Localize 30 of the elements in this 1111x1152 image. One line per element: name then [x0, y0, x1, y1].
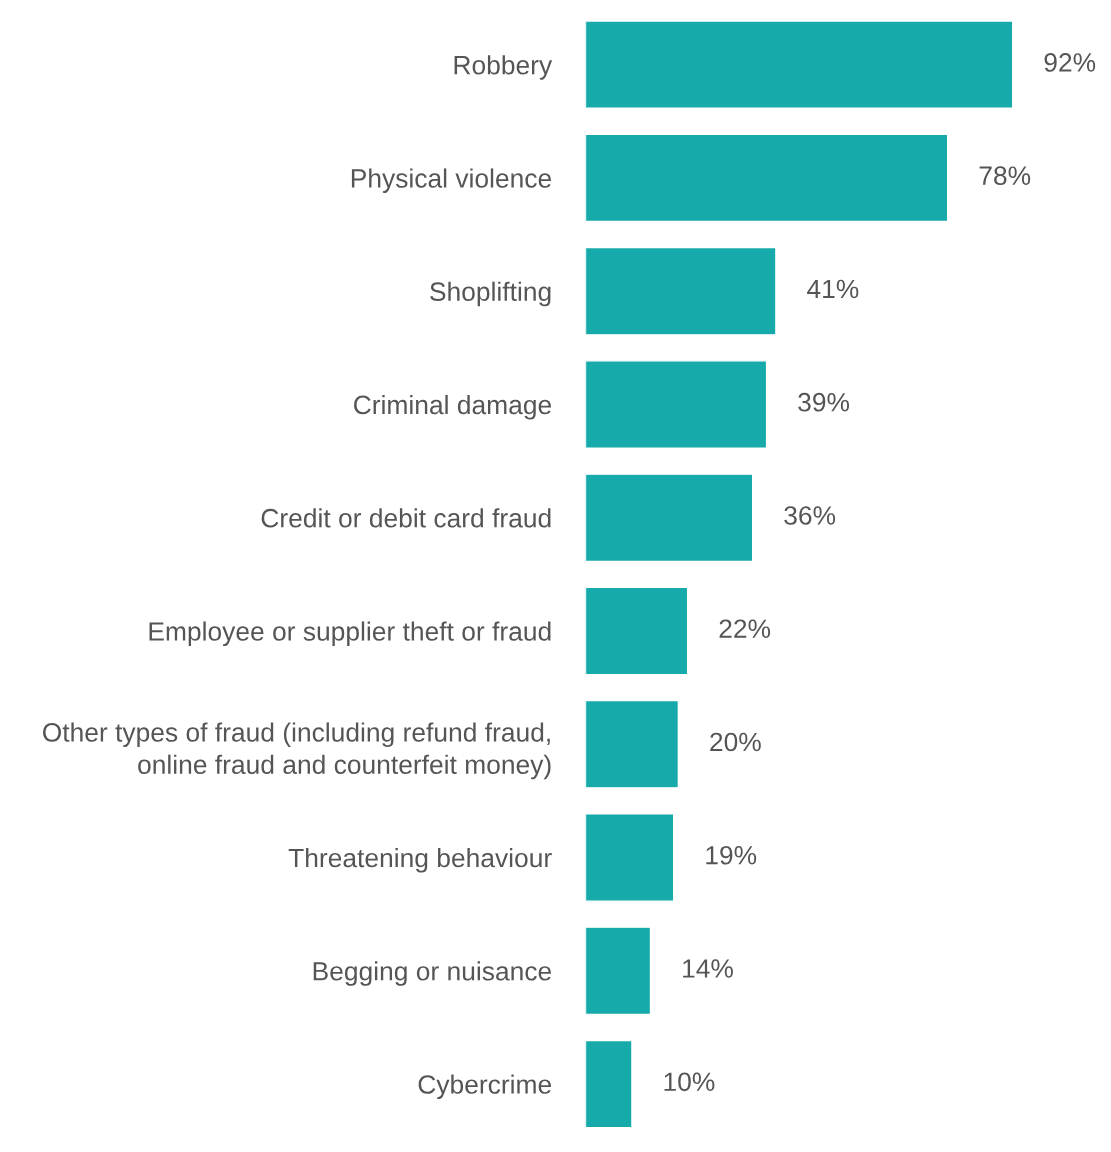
- y-tick-label: Begging or nuisance: [313, 961, 552, 986]
- data-label: 20%: [710, 732, 761, 752]
- bar: [585, 133, 949, 223]
- y-tick-label: Employee or supplier theft or fraud: [149, 621, 551, 647]
- bar: [585, 246, 777, 336]
- data-label: 14%: [683, 959, 733, 978]
- y-tick-label: Threatening behaviour: [288, 847, 552, 873]
- data-label: 92%: [1044, 53, 1096, 72]
- y-tick-label: Criminal damage: [354, 394, 551, 420]
- bar: [585, 360, 768, 449]
- bar: [585, 926, 652, 1016]
- y-tick-label: Cybercrime: [418, 1074, 551, 1100]
- y-tick-label: Credit or debit card fraud: [261, 508, 551, 528]
- bar: [585, 699, 680, 789]
- data-label: 78%: [979, 166, 1031, 186]
- bar: [585, 1039, 633, 1129]
- y-tick-label: Robbery: [454, 55, 553, 80]
- data-label: 36%: [784, 506, 836, 525]
- y-tick-label: Physical violence: [351, 168, 551, 193]
- y-tick-label: Shoplifting: [430, 281, 551, 307]
- data-label: 19%: [706, 845, 757, 865]
- bar: [585, 813, 675, 902]
- y-tick-label: Other types of fraud (including refund fraud, online fraud and counterfeit money): [42, 722, 551, 780]
- bar: [585, 473, 754, 563]
- data-label: 41%: [807, 279, 859, 299]
- data-label: 22%: [719, 619, 771, 638]
- bar: [585, 20, 1014, 109]
- bar: [585, 586, 689, 676]
- data-label: 39%: [798, 392, 850, 412]
- data-label: 10%: [664, 1072, 715, 1092]
